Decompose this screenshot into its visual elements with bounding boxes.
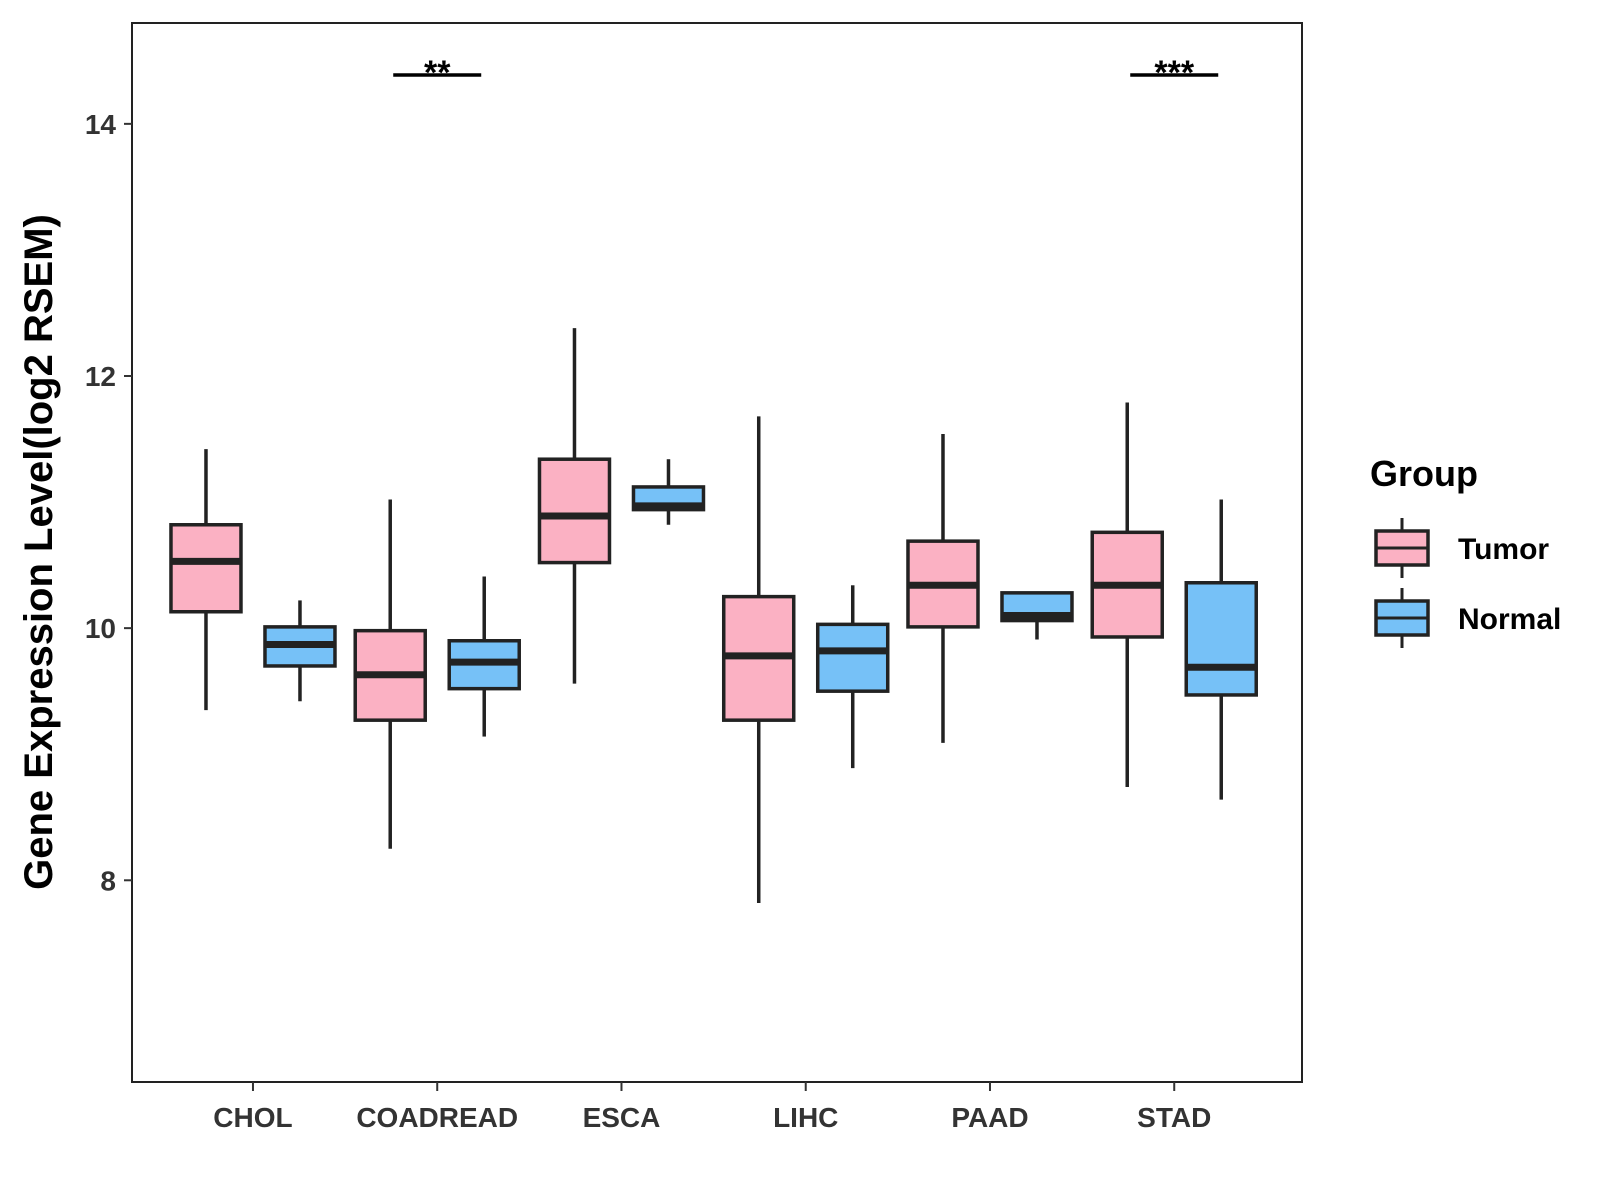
- legend-item-normal: Normal: [1374, 588, 1561, 648]
- box-normal-chol: [263, 600, 337, 702]
- y-tick-label: 10: [85, 613, 116, 644]
- x-tick-label: STAD: [1137, 1102, 1211, 1133]
- y-axis-title: Gene Expression Level(log2 RSEM): [17, 214, 61, 890]
- box-tumor-stad: [1090, 402, 1164, 787]
- box-series: [169, 328, 1258, 903]
- y-tick-label: 12: [85, 361, 116, 392]
- y-tick-label: 8: [100, 865, 116, 896]
- box-normal-esca: [631, 459, 706, 525]
- x-tick-label: CHOL: [213, 1102, 292, 1133]
- legend-item-label: Tumor: [1458, 533, 1549, 566]
- iqr-box: [169, 523, 243, 614]
- x-tick-label: PAAD: [951, 1102, 1028, 1133]
- iqr-box: [537, 457, 612, 565]
- box-normal-paad: [1000, 591, 1074, 640]
- iqr-box: [815, 622, 890, 693]
- legend: Group Tumor Normal: [1370, 453, 1561, 648]
- legend-item-tumor: Tumor: [1374, 518, 1549, 578]
- legend-title: Group: [1370, 453, 1478, 494]
- iqr-box: [1184, 581, 1258, 697]
- legend-item-label: Normal: [1458, 603, 1561, 636]
- box-normal-coadread: [447, 576, 521, 737]
- box-normal-stad: [1184, 499, 1258, 800]
- significance-label: **: [424, 54, 451, 92]
- x-tick-label: COADREAD: [356, 1102, 518, 1133]
- significance-annotations: ** ***: [393, 54, 1219, 92]
- box-tumor-esca: [537, 328, 612, 684]
- box-tumor-coadread: [353, 499, 427, 849]
- y-tick-label: 14: [85, 109, 117, 140]
- significance-label: ***: [1154, 54, 1194, 92]
- x-axis: CHOL COADREAD ESCA LIHC PAAD STAD: [213, 1082, 1211, 1133]
- x-tick-label: LIHC: [773, 1102, 838, 1133]
- box-tumor-chol: [169, 449, 243, 711]
- box-tumor-paad: [906, 433, 980, 743]
- x-tick-label: ESCA: [583, 1102, 661, 1133]
- box-tumor-lihc: [721, 416, 796, 903]
- box-normal-lihc: [815, 585, 890, 769]
- y-axis: 8 10 12 14: [85, 109, 132, 896]
